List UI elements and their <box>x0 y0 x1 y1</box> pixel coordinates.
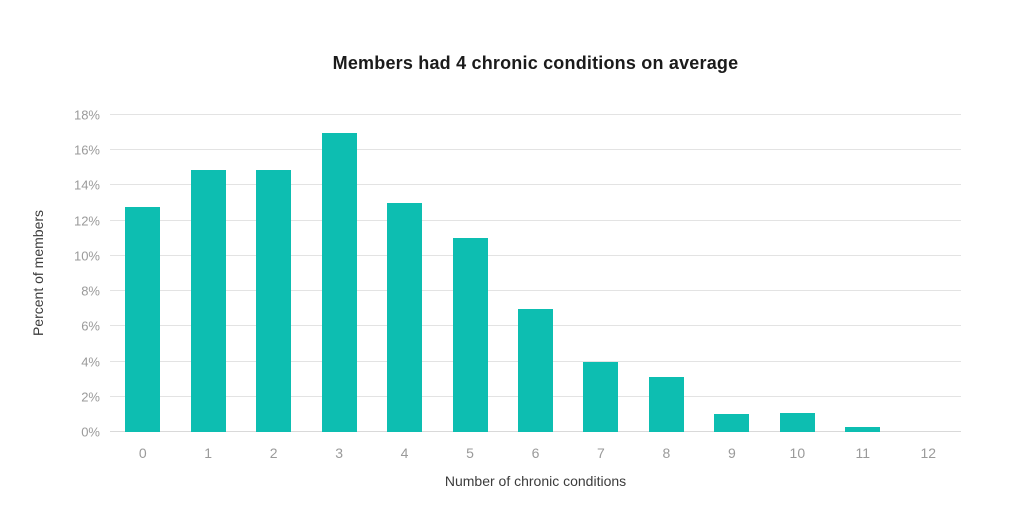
y-tick-label: 10% <box>73 248 100 264</box>
x-tick-label: 11 <box>855 445 871 461</box>
x-tick-label: 6 <box>531 445 540 461</box>
bar-conditions-0 <box>125 206 161 432</box>
x-tick-label: 8 <box>662 445 671 461</box>
x-tick-label: 4 <box>400 445 409 461</box>
bar-conditions-5 <box>452 238 488 432</box>
x-tick-label: 12 <box>920 445 937 461</box>
x-tick-label: 5 <box>466 445 474 461</box>
gridline <box>110 219 961 221</box>
bar-conditions-1 <box>190 169 226 432</box>
plot-area <box>110 114 961 432</box>
bar-conditions-2 <box>256 169 292 432</box>
bar-conditions-3 <box>321 132 357 432</box>
y-tick-label: 16% <box>73 142 100 158</box>
y-tick-label: 14% <box>73 177 100 193</box>
x-tick-label: 10 <box>789 445 806 461</box>
y-tick-label: 6% <box>81 318 100 334</box>
bar-conditions-8 <box>648 377 684 432</box>
y-tick-label: 8% <box>81 283 100 299</box>
bar-conditions-7 <box>583 361 619 432</box>
y-tick-label: 2% <box>81 389 100 405</box>
gridline <box>110 290 961 292</box>
gridline <box>110 254 961 256</box>
gridline <box>110 149 961 151</box>
gridline <box>110 184 961 186</box>
x-tick-label: 0 <box>138 445 147 461</box>
bar-conditions-4 <box>387 203 423 432</box>
bar-conditions-9 <box>714 414 750 432</box>
bar-conditions-10 <box>779 412 815 432</box>
y-tick-label: 18% <box>73 107 100 123</box>
x-tick-label: 1 <box>204 445 213 461</box>
x-tick-label: 3 <box>335 445 344 461</box>
bar-conditions-6 <box>518 308 553 432</box>
gridline <box>110 114 961 115</box>
bar-conditions-11 <box>845 426 881 432</box>
x-axis-tick-labels: 0 1 2 3 4 5 6 7 8 9 10 11 12 <box>110 445 961 465</box>
x-axis-title: Number of chronic conditions <box>444 473 627 489</box>
y-tick-label: 12% <box>73 213 100 229</box>
y-tick-label: 0% <box>81 424 100 440</box>
y-axis-tick-labels: 0% 2% 4% 6% 8% 10% 12% 14% 16% 18% <box>0 108 100 440</box>
y-tick-label: 4% <box>81 354 100 370</box>
x-tick-label: 2 <box>269 445 278 461</box>
chart-title: Members had 4 chronic conditions on aver… <box>332 53 739 73</box>
x-tick-label: 9 <box>727 445 736 461</box>
x-tick-label: 7 <box>597 445 605 461</box>
